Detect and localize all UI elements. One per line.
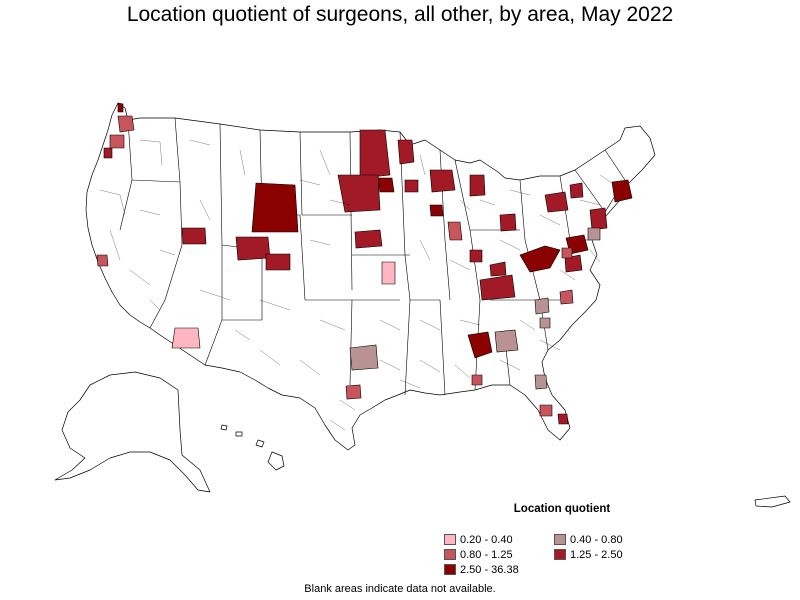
area-pennsylvania xyxy=(544,191,569,213)
area-new-york xyxy=(569,182,584,199)
hawaii-oahu xyxy=(235,431,243,437)
area-massachusetts xyxy=(611,179,633,203)
area-ohio xyxy=(499,213,517,232)
area-alabama xyxy=(471,374,483,386)
hawaii-maui xyxy=(255,439,265,448)
area-illinois xyxy=(447,221,463,241)
hawaii-kauai xyxy=(220,424,228,431)
legend-swatch xyxy=(554,534,566,545)
area-north-carolina-west xyxy=(534,297,550,315)
legend-swatch xyxy=(444,549,456,560)
area-wisconsin xyxy=(429,169,456,193)
legend-title: Location quotient xyxy=(513,503,611,515)
area-texas-east xyxy=(345,384,362,400)
area-florida-west xyxy=(539,404,553,417)
legend-label: 0.40 - 0.80 xyxy=(570,533,623,546)
area-boundaries-texture xyxy=(99,139,616,431)
footnote-text: Blank areas indicate data not available. xyxy=(304,583,496,595)
hawaii-big-island xyxy=(267,451,285,471)
area-oklahoma xyxy=(349,344,379,371)
area-virginia xyxy=(564,254,583,273)
area-georgia-east xyxy=(539,317,551,329)
area-virginia-south xyxy=(561,247,573,259)
area-iowa xyxy=(404,179,419,193)
area-maryland-east xyxy=(587,227,601,241)
legend-item: 0.80 - 1.25 xyxy=(444,548,554,561)
area-oregon xyxy=(103,147,113,159)
puerto-rico-outline xyxy=(754,495,791,508)
area-michigan xyxy=(469,174,486,197)
area-washington xyxy=(117,115,135,133)
area-kansas xyxy=(381,261,396,285)
area-arizona xyxy=(171,327,201,349)
area-kentucky xyxy=(479,274,516,301)
area-west-virginia xyxy=(519,245,561,273)
area-south-carolina xyxy=(494,329,519,353)
area-colorado-south xyxy=(265,253,291,271)
area-nebraska xyxy=(354,229,383,249)
legend-grid: 0.20 - 0.40 0.40 - 0.80 0.80 - 1.25 1.25… xyxy=(444,533,684,576)
legend-swatch xyxy=(444,564,456,575)
area-utah xyxy=(181,227,207,245)
area-oregon-north xyxy=(109,134,125,149)
area-georgia xyxy=(467,331,493,359)
area-north-dakota xyxy=(359,129,391,179)
area-colorado xyxy=(235,236,271,261)
legend-label: 2.50 - 36.38 xyxy=(460,563,519,576)
area-tennessee xyxy=(489,261,507,277)
area-indiana xyxy=(469,249,483,263)
area-florida-north xyxy=(534,374,548,390)
legend-item: 2.50 - 36.38 xyxy=(444,563,554,576)
legend-label: 0.20 - 0.40 xyxy=(460,533,513,546)
area-florida-south xyxy=(557,413,569,425)
legend-item: 1.25 - 2.50 xyxy=(554,548,664,561)
area-new-jersey xyxy=(589,207,608,231)
alaska-outline xyxy=(54,371,211,493)
legend-label: 0.80 - 1.25 xyxy=(460,548,513,561)
legend-label: 1.25 - 2.50 xyxy=(570,548,623,561)
area-wisconsin-small xyxy=(429,204,444,217)
area-wyoming xyxy=(251,182,299,233)
area-minnesota-mid xyxy=(377,177,395,193)
area-california-north xyxy=(96,254,109,267)
legend-item: 0.20 - 0.40 xyxy=(444,533,554,546)
legend-swatch xyxy=(554,549,566,560)
area-minnesota-north xyxy=(397,139,415,165)
legend-item: 0.40 - 0.80 xyxy=(554,533,664,546)
legend-swatch xyxy=(444,534,456,545)
area-south-dakota xyxy=(337,174,381,213)
footnote: Blank areas indicate data not available. xyxy=(0,583,800,595)
map-title: Location quotient of surgeons, all other… xyxy=(126,3,674,26)
area-north-carolina xyxy=(559,289,574,305)
legend: Location quotient 0.20 - 0.40 0.40 - 0.8… xyxy=(444,503,684,576)
area-west-washington xyxy=(117,102,124,113)
